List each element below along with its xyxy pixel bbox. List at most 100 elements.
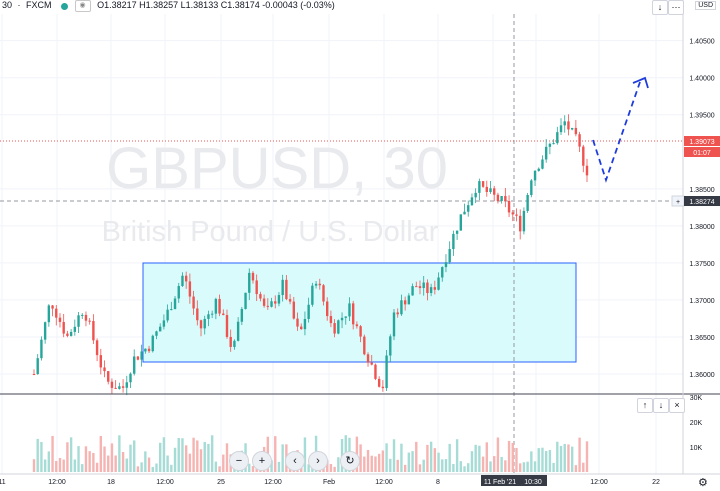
volume-bar xyxy=(489,461,492,472)
candle-body xyxy=(292,301,295,319)
eye-icon[interactable]: ◉ xyxy=(74,0,91,12)
scroll-left-button[interactable]: ‹ xyxy=(285,451,305,471)
pane-up-icon[interactable]: ↑ xyxy=(637,398,653,413)
price-tick-label: 1.37500 xyxy=(689,261,714,268)
candle-body xyxy=(158,326,162,332)
price-tick-label: 1.39500 xyxy=(689,113,714,120)
volume-bar xyxy=(69,437,73,472)
time-tick-label: Feb xyxy=(323,479,335,486)
candle-body xyxy=(99,355,103,368)
projection-path[interactable] xyxy=(592,81,641,183)
volume-bar xyxy=(478,445,481,472)
volume-bar xyxy=(359,444,362,472)
candle-body xyxy=(533,170,537,181)
candle-body xyxy=(474,192,477,198)
candle-body xyxy=(544,146,548,160)
candle-body xyxy=(225,315,229,337)
volume-bar xyxy=(511,442,514,472)
candle-body xyxy=(266,305,270,307)
ohlc-values: O1.38217 H1.38257 L1.38133 C1.38174 -0.0… xyxy=(97,0,335,11)
volume-bar xyxy=(58,458,62,472)
candle-body xyxy=(296,318,299,327)
candle-body xyxy=(578,134,581,147)
volume-bar xyxy=(73,459,77,472)
volume-bar xyxy=(32,459,36,472)
pane-close-icon[interactable]: × xyxy=(669,398,685,413)
svg-text:1.38274: 1.38274 xyxy=(689,199,714,206)
candle-body xyxy=(62,321,65,334)
candle-body xyxy=(95,340,99,356)
candle-body xyxy=(155,331,158,336)
volume-bar xyxy=(155,463,158,472)
volume-bar xyxy=(43,459,47,472)
candle-body xyxy=(203,318,206,329)
volume-bar xyxy=(151,466,154,472)
candle-body xyxy=(448,249,451,263)
candle-body xyxy=(429,287,433,294)
candle-body xyxy=(481,181,485,187)
candle-body xyxy=(192,296,195,309)
candle-body xyxy=(348,303,351,317)
candle-body xyxy=(500,196,503,202)
volume-bar xyxy=(192,437,195,472)
volume-bar xyxy=(544,450,548,472)
candle-body xyxy=(103,367,106,372)
symbol-legend[interactable]: 30 · FXCM ◉ O1.38217 H1.38257 L1.38133 C… xyxy=(2,0,335,12)
volume-bar xyxy=(214,461,218,472)
candle-body xyxy=(307,304,310,319)
time-tick-label: 12:00 xyxy=(48,479,66,486)
zoom-in-button[interactable]: + xyxy=(252,451,272,471)
market-status-icon xyxy=(61,2,69,10)
candle-body xyxy=(251,272,255,281)
reset-chart-button[interactable]: ↻ xyxy=(340,451,360,471)
candle-body xyxy=(326,301,329,317)
scroll-right-button[interactable]: › xyxy=(308,451,328,471)
volume-bar xyxy=(62,459,65,472)
more-options-icon[interactable]: ⋯ xyxy=(668,0,684,15)
volume-bar xyxy=(199,449,203,472)
candle-body xyxy=(415,286,418,288)
candle-body xyxy=(322,285,325,302)
candle-body xyxy=(121,386,125,388)
price-axis[interactable]: 1.40500 1.40000 1.39500 1.38500 1.38000 1.375… xyxy=(689,39,714,379)
candle-body xyxy=(518,215,522,232)
candle-body xyxy=(218,298,221,314)
volume-bar xyxy=(556,441,559,472)
volume-bar xyxy=(222,454,225,472)
candle-body xyxy=(229,336,232,347)
volume-bar xyxy=(474,444,477,472)
candle-body xyxy=(444,262,448,268)
volume-bar xyxy=(103,446,106,472)
candle-body xyxy=(140,351,143,360)
candle-body xyxy=(66,333,69,336)
currency-badge[interactable]: USD xyxy=(695,1,716,10)
range-rectangle[interactable] xyxy=(142,262,577,363)
candle-body xyxy=(470,197,474,206)
candle-body xyxy=(32,374,36,375)
candle-body xyxy=(288,299,292,302)
volume-bar xyxy=(370,455,373,472)
settings-gear-icon[interactable]: ⚙ xyxy=(698,477,708,489)
volume-bar xyxy=(533,461,537,472)
candle-body xyxy=(403,300,407,305)
candle-body xyxy=(344,316,347,318)
volume-tick-label: 30K xyxy=(690,395,703,402)
time-axis[interactable]: 1112:001812:002512:00Feb12:00812:001512:… xyxy=(0,479,660,486)
pane-down-icon[interactable]: ↓ xyxy=(653,398,669,413)
volume-bar xyxy=(248,463,251,472)
watermark-symbol: GBPUSD, 30 xyxy=(106,136,448,201)
candle-body xyxy=(333,323,336,334)
candle-body xyxy=(507,200,511,213)
volume-bar xyxy=(433,448,437,472)
zoom-out-button[interactable]: − xyxy=(229,451,249,471)
candle-body xyxy=(199,320,203,329)
scroll-down-icon[interactable]: ↓ xyxy=(652,0,668,15)
volume-bar xyxy=(374,456,377,472)
time-tick-label: 11 xyxy=(0,479,6,486)
price-tick-label: 1.38500 xyxy=(689,187,714,194)
candle-body xyxy=(118,386,121,389)
countdown-badge: 01:07 xyxy=(684,147,720,157)
volume-bar xyxy=(333,466,336,472)
volume-bar xyxy=(444,459,448,472)
